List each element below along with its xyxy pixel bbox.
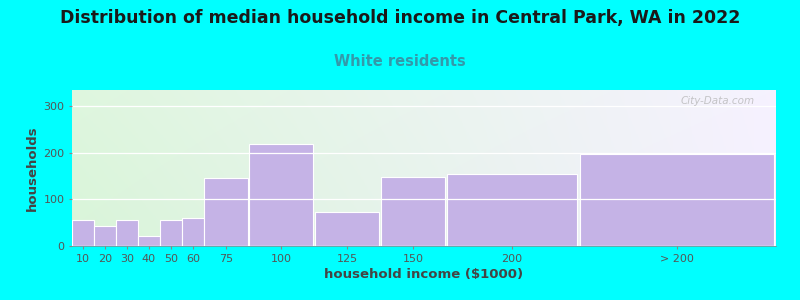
Bar (580, 154, 774, 246)
X-axis label: household income ($1000): household income ($1000) (325, 268, 523, 281)
Bar (182, 218, 204, 246)
Bar (314, 212, 379, 246)
Bar (94, 226, 116, 246)
Y-axis label: households: households (26, 125, 39, 211)
Bar (160, 220, 182, 246)
Bar (138, 236, 160, 246)
Bar (447, 174, 577, 246)
Text: City-Data.com: City-Data.com (681, 96, 755, 106)
Bar (72, 220, 94, 246)
Text: Distribution of median household income in Central Park, WA in 2022: Distribution of median household income … (60, 9, 740, 27)
Bar (205, 178, 247, 246)
Bar (249, 144, 314, 246)
Bar (381, 177, 446, 246)
Text: White residents: White residents (334, 54, 466, 69)
Bar (116, 220, 138, 246)
